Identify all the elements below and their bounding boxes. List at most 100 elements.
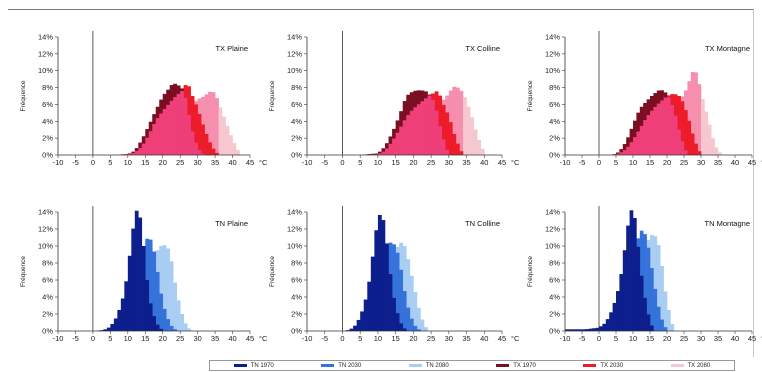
bar (704, 111, 709, 155)
bar (127, 255, 132, 331)
bar (194, 104, 198, 155)
bar-overlap (650, 110, 654, 155)
bar (609, 312, 613, 331)
bar-overlap (656, 103, 661, 155)
x-tick-label: 10 (629, 334, 637, 343)
bar (701, 98, 705, 155)
bar (690, 71, 695, 155)
bar (406, 307, 411, 331)
x-tick-label: 15 (391, 158, 399, 167)
x-tick-label: -10 (560, 158, 571, 167)
bar-overlap (633, 137, 637, 155)
bar-overlap (152, 124, 157, 155)
bar-overlap (141, 143, 146, 155)
x-unit: °C (511, 334, 520, 343)
x-tick-label: 5 (108, 334, 112, 343)
legend-swatch (496, 364, 510, 367)
bar (225, 125, 230, 155)
x-tick-label: -10 (302, 334, 313, 343)
legend-label: TN 2080 (425, 362, 449, 369)
bar (697, 84, 702, 155)
bar (183, 323, 188, 331)
bar (120, 298, 125, 331)
bar (455, 87, 460, 155)
bar (152, 251, 157, 331)
bar (452, 86, 457, 155)
x-tick-label: 45 (246, 334, 254, 343)
bar (420, 319, 425, 331)
panel-title: TN Plaine (215, 219, 248, 228)
bar (473, 129, 478, 155)
x-tick-label: -5 (321, 334, 328, 343)
x-tick-label: 10 (629, 158, 637, 167)
y-axis-label: Fréquence (527, 256, 534, 287)
bar-overlap (138, 148, 143, 155)
bar (565, 329, 569, 331)
x-tick-label: 25 (176, 158, 184, 167)
x-tick-label: 40 (480, 334, 488, 343)
panel-tx-montagne: 0% 2% 4% 6% 8% 10% 12% 14% -10 -5 0 5 10 15 20 25 30 35 40… (527, 31, 762, 167)
x-tick-label: -5 (72, 334, 79, 343)
x-tick-label: 15 (646, 158, 654, 167)
x-tick-label: -10 (53, 334, 64, 343)
y-tick-label: 2% (549, 134, 560, 143)
y-tick-label: 10% (38, 242, 53, 251)
x-tick-label: 45 (498, 334, 506, 343)
bar (356, 319, 361, 331)
bar (639, 275, 644, 331)
bar (162, 308, 167, 331)
x-tick-label: 15 (141, 334, 149, 343)
x-tick-label: 30 (445, 158, 453, 167)
bar (680, 101, 685, 155)
bar (622, 144, 627, 155)
x-tick-label: 20 (159, 158, 167, 167)
bar (588, 328, 593, 331)
y-tick-label: 6% (291, 276, 302, 285)
y-axis-label: Fréquence (20, 256, 27, 287)
bar-overlap (616, 153, 620, 155)
bar (690, 133, 695, 155)
bar (402, 246, 407, 331)
x-tick-label: 25 (680, 158, 688, 167)
bar-overlap (406, 114, 411, 155)
y-tick-label: 8% (42, 83, 53, 92)
bar (399, 269, 404, 331)
bar (117, 309, 122, 331)
x-tick-label: -5 (321, 158, 328, 167)
bar (694, 143, 698, 155)
x-tick-label: 15 (646, 334, 654, 343)
x-tick-label: -5 (579, 158, 586, 167)
bar (353, 325, 357, 331)
y-tick-label: 8% (291, 83, 302, 92)
legend-label: TN 1970 (250, 362, 274, 369)
x-unit: °C (511, 158, 520, 167)
bar (650, 268, 654, 331)
bar-overlap (667, 97, 671, 155)
bar (349, 328, 354, 331)
bar-overlap (431, 100, 435, 155)
x-tick-label: 15 (391, 334, 399, 343)
y-tick-label: 0% (42, 151, 53, 160)
y-tick-label: 4% (291, 117, 302, 126)
bar (363, 299, 368, 331)
y-tick-label: 2% (42, 310, 53, 319)
x-unit: °C (259, 158, 268, 167)
x-tick-label: -5 (72, 158, 79, 167)
y-axis-label: Fréquence (527, 80, 534, 111)
bar (626, 225, 630, 331)
legend-label: TX 1970 (513, 362, 536, 369)
bar (622, 250, 627, 331)
bar (663, 327, 668, 331)
bar-overlap (187, 114, 191, 155)
y-tick-label: 10% (287, 66, 302, 75)
y-tick-label: 10% (38, 66, 53, 75)
y-tick-label: 0% (291, 327, 302, 336)
bar (197, 113, 202, 155)
bar (653, 288, 658, 331)
legend-swatch (670, 364, 684, 367)
bar-overlap (169, 100, 174, 155)
x-tick-label: 35 (462, 334, 470, 343)
bar-overlap (385, 148, 389, 155)
bar (585, 329, 590, 331)
